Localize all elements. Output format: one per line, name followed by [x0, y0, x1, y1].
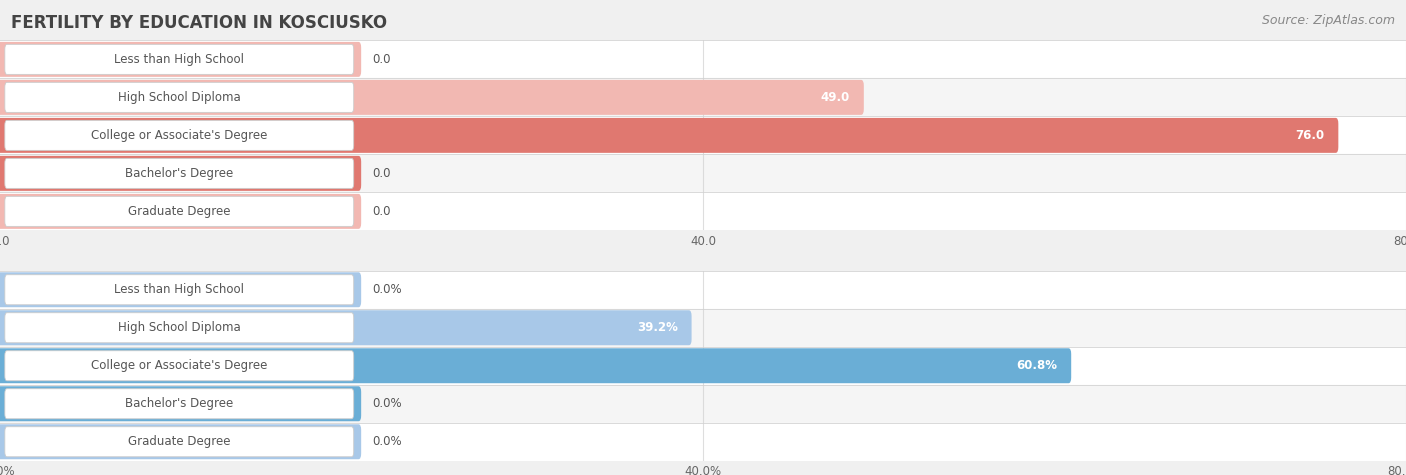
Text: 0.0%: 0.0%	[373, 435, 402, 448]
FancyBboxPatch shape	[4, 120, 354, 151]
Bar	[0, 385, 1406, 423]
Text: 0.0: 0.0	[373, 167, 391, 180]
Text: Source: ZipAtlas.com: Source: ZipAtlas.com	[1261, 14, 1395, 27]
Bar	[0, 78, 1406, 116]
FancyBboxPatch shape	[0, 80, 863, 115]
Bar	[0, 423, 1406, 461]
FancyBboxPatch shape	[0, 310, 692, 345]
Bar	[0, 271, 1406, 309]
FancyBboxPatch shape	[4, 313, 354, 343]
Bar	[0, 192, 1406, 230]
FancyBboxPatch shape	[0, 118, 1339, 153]
FancyBboxPatch shape	[4, 82, 354, 113]
Text: 60.8%: 60.8%	[1017, 359, 1057, 372]
FancyBboxPatch shape	[0, 272, 361, 307]
Bar	[0, 154, 1406, 192]
Bar	[0, 40, 1406, 78]
Text: Graduate Degree: Graduate Degree	[128, 435, 231, 448]
Text: College or Associate's Degree: College or Associate's Degree	[91, 129, 267, 142]
FancyBboxPatch shape	[4, 389, 354, 419]
Text: 0.0: 0.0	[373, 205, 391, 218]
Text: 76.0: 76.0	[1295, 129, 1324, 142]
FancyBboxPatch shape	[4, 196, 354, 227]
FancyBboxPatch shape	[0, 424, 361, 459]
FancyBboxPatch shape	[0, 156, 361, 191]
Text: Graduate Degree: Graduate Degree	[128, 205, 231, 218]
Text: High School Diploma: High School Diploma	[118, 321, 240, 334]
Text: 0.0: 0.0	[373, 53, 391, 66]
Bar	[0, 309, 1406, 347]
FancyBboxPatch shape	[4, 44, 354, 75]
FancyBboxPatch shape	[4, 158, 354, 189]
Text: College or Associate's Degree: College or Associate's Degree	[91, 359, 267, 372]
Text: Bachelor's Degree: Bachelor's Degree	[125, 397, 233, 410]
Text: 49.0: 49.0	[821, 91, 849, 104]
FancyBboxPatch shape	[4, 275, 354, 305]
Text: Bachelor's Degree: Bachelor's Degree	[125, 167, 233, 180]
FancyBboxPatch shape	[4, 427, 354, 457]
Text: Less than High School: Less than High School	[114, 53, 245, 66]
FancyBboxPatch shape	[0, 386, 361, 421]
FancyBboxPatch shape	[0, 348, 1071, 383]
Text: 0.0%: 0.0%	[373, 283, 402, 296]
FancyBboxPatch shape	[0, 194, 361, 229]
Text: High School Diploma: High School Diploma	[118, 91, 240, 104]
Text: FERTILITY BY EDUCATION IN KOSCIUSKO: FERTILITY BY EDUCATION IN KOSCIUSKO	[11, 14, 388, 32]
Text: 0.0%: 0.0%	[373, 397, 402, 410]
FancyBboxPatch shape	[0, 42, 361, 77]
Text: Less than High School: Less than High School	[114, 283, 245, 296]
Bar	[0, 347, 1406, 385]
Text: 39.2%: 39.2%	[637, 321, 678, 334]
FancyBboxPatch shape	[4, 351, 354, 381]
Bar	[0, 116, 1406, 154]
